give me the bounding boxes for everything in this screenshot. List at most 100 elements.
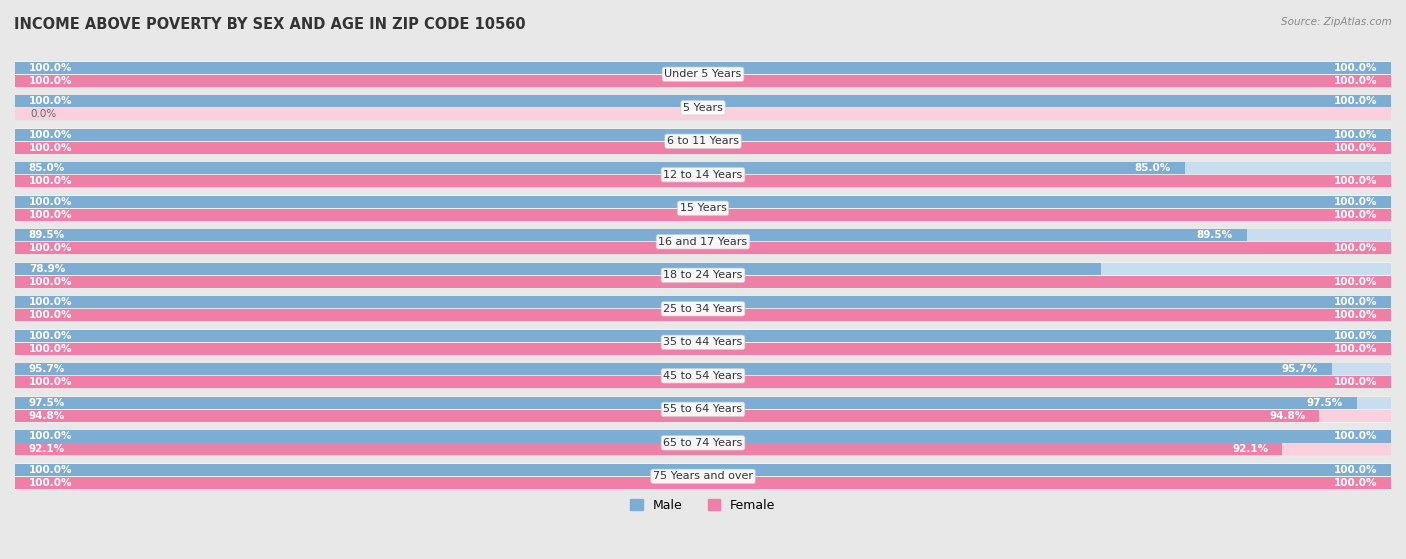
- Bar: [15, 329, 1391, 356]
- Bar: [15, 209, 1391, 221]
- Bar: [15, 196, 1391, 208]
- Text: 100.0%: 100.0%: [28, 432, 72, 442]
- Bar: [15, 330, 1391, 342]
- Text: 100.0%: 100.0%: [1334, 297, 1378, 307]
- Text: 100.0%: 100.0%: [28, 243, 72, 253]
- Bar: [15, 108, 1391, 120]
- Bar: [15, 363, 1331, 376]
- Bar: [15, 229, 1391, 241]
- Text: 35 to 44 Years: 35 to 44 Years: [664, 337, 742, 347]
- Bar: [15, 175, 1391, 187]
- Bar: [15, 209, 1391, 221]
- Text: 5 Years: 5 Years: [683, 103, 723, 113]
- Text: 100.0%: 100.0%: [28, 96, 72, 106]
- Text: 100.0%: 100.0%: [28, 143, 72, 153]
- Text: 97.5%: 97.5%: [1306, 398, 1343, 408]
- Text: 100.0%: 100.0%: [28, 197, 72, 207]
- Bar: [15, 376, 1391, 389]
- Bar: [15, 242, 1391, 254]
- Bar: [15, 477, 1391, 489]
- Bar: [15, 162, 1391, 174]
- Text: 100.0%: 100.0%: [28, 63, 72, 73]
- Bar: [15, 195, 1391, 221]
- Bar: [15, 397, 1391, 409]
- Text: Source: ZipAtlas.com: Source: ZipAtlas.com: [1281, 17, 1392, 27]
- Bar: [15, 396, 1391, 423]
- Text: 25 to 34 Years: 25 to 34 Years: [664, 304, 742, 314]
- Text: INCOME ABOVE POVERTY BY SEX AND AGE IN ZIP CODE 10560: INCOME ABOVE POVERTY BY SEX AND AGE IN Z…: [14, 17, 526, 32]
- Text: 100.0%: 100.0%: [28, 331, 72, 341]
- Text: 100.0%: 100.0%: [28, 75, 72, 86]
- Bar: [15, 363, 1391, 376]
- Text: 100.0%: 100.0%: [28, 277, 72, 287]
- Text: 100.0%: 100.0%: [28, 465, 72, 475]
- Bar: [15, 296, 1391, 322]
- Bar: [15, 430, 1391, 443]
- Bar: [15, 343, 1391, 355]
- Bar: [15, 229, 1391, 255]
- Text: 100.0%: 100.0%: [1334, 75, 1378, 86]
- Bar: [15, 128, 1391, 154]
- Text: 100.0%: 100.0%: [1334, 344, 1378, 354]
- Bar: [15, 464, 1391, 476]
- Bar: [15, 62, 1391, 74]
- Text: 89.5%: 89.5%: [28, 230, 65, 240]
- Bar: [15, 276, 1391, 288]
- Text: 100.0%: 100.0%: [1334, 143, 1378, 153]
- Bar: [15, 141, 1391, 154]
- Bar: [15, 162, 1185, 174]
- Bar: [15, 309, 1391, 321]
- Text: 100.0%: 100.0%: [1334, 96, 1378, 106]
- Bar: [15, 263, 1391, 275]
- Bar: [15, 309, 1391, 321]
- Text: 94.8%: 94.8%: [28, 411, 65, 421]
- Bar: [15, 397, 1357, 409]
- Text: 92.1%: 92.1%: [1233, 444, 1268, 454]
- Text: 94.8%: 94.8%: [1270, 411, 1306, 421]
- Text: 100.0%: 100.0%: [1334, 465, 1378, 475]
- Text: 16 and 17 Years: 16 and 17 Years: [658, 237, 748, 247]
- Bar: [15, 196, 1391, 208]
- Bar: [15, 443, 1282, 455]
- Bar: [15, 430, 1391, 443]
- Bar: [15, 129, 1391, 141]
- Text: 100.0%: 100.0%: [1334, 331, 1378, 341]
- Text: 100.0%: 100.0%: [28, 310, 72, 320]
- Text: 100.0%: 100.0%: [1334, 432, 1378, 442]
- Text: 100.0%: 100.0%: [1334, 377, 1378, 387]
- Bar: [15, 162, 1391, 188]
- Bar: [15, 464, 1391, 476]
- Text: 15 Years: 15 Years: [679, 203, 727, 214]
- Bar: [15, 262, 1391, 288]
- Bar: [15, 61, 1391, 87]
- Bar: [15, 477, 1391, 489]
- Text: 100.0%: 100.0%: [1334, 277, 1378, 287]
- Bar: [15, 330, 1391, 342]
- Bar: [15, 175, 1391, 187]
- Text: 100.0%: 100.0%: [28, 176, 72, 186]
- Bar: [15, 410, 1391, 421]
- Text: 100.0%: 100.0%: [1334, 63, 1378, 73]
- Bar: [15, 363, 1391, 389]
- Text: 100.0%: 100.0%: [28, 210, 72, 220]
- Bar: [15, 296, 1391, 309]
- Text: 95.7%: 95.7%: [28, 364, 65, 375]
- Text: 97.5%: 97.5%: [28, 398, 65, 408]
- Legend: Male, Female: Male, Female: [626, 494, 780, 517]
- Text: 100.0%: 100.0%: [28, 478, 72, 488]
- Bar: [15, 229, 1247, 241]
- Text: 12 to 14 Years: 12 to 14 Years: [664, 170, 742, 180]
- Text: Under 5 Years: Under 5 Years: [665, 69, 741, 79]
- Bar: [15, 62, 1391, 74]
- Bar: [15, 296, 1391, 309]
- Bar: [15, 263, 1101, 275]
- Bar: [15, 74, 1391, 87]
- Bar: [15, 343, 1391, 355]
- Bar: [15, 276, 1391, 288]
- Text: 85.0%: 85.0%: [1135, 163, 1171, 173]
- Text: 100.0%: 100.0%: [28, 344, 72, 354]
- Bar: [15, 376, 1391, 389]
- Text: 100.0%: 100.0%: [1334, 197, 1378, 207]
- Text: 100.0%: 100.0%: [1334, 210, 1378, 220]
- Text: 95.7%: 95.7%: [1282, 364, 1317, 375]
